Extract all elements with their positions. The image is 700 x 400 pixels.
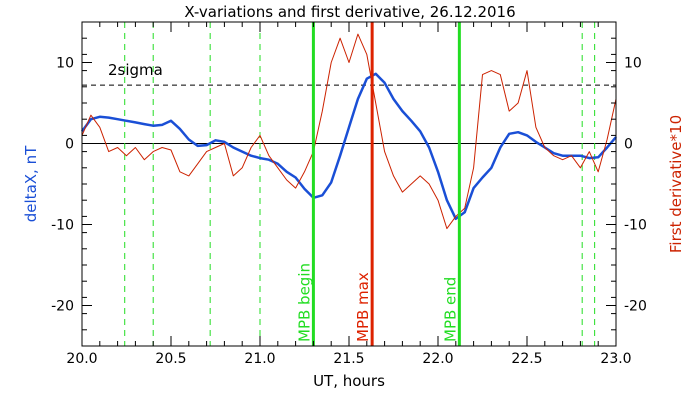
chart-title: X-variations and first derivative, 26.12… xyxy=(184,3,515,21)
x-tick-label: 21.0 xyxy=(244,351,275,367)
x-tick-label: 21.5 xyxy=(333,351,364,367)
marker-label: MPB begin xyxy=(295,263,313,342)
y-tick-label-right: -20 xyxy=(624,299,647,315)
series-line-deltax xyxy=(80,72,617,221)
marker-lines: MPB begin MPB max MPB end xyxy=(295,22,461,346)
y-tick-label-right: -10 xyxy=(624,218,647,234)
series-line-derivative xyxy=(81,33,617,230)
x-tick-label: 22.0 xyxy=(422,351,453,367)
marker-label: MPB max xyxy=(354,272,372,342)
x-tick-label: 23.0 xyxy=(600,351,631,367)
y-tick-label-left: -20 xyxy=(51,299,74,315)
y-tick-label-left: -10 xyxy=(51,218,74,234)
plot-background-lines: 2sigma xyxy=(82,22,616,346)
y-tick-label-left: 10 xyxy=(56,56,74,72)
y-tick-label-left: 0 xyxy=(65,137,74,153)
axis-ticks: 20.0 20.5 21.0 21.5 22.0 22.5 23.0 10 0 -10 -20 10 0… xyxy=(51,21,647,367)
y-tick-label-right: 0 xyxy=(624,137,633,153)
sigma-label: 2sigma xyxy=(108,61,163,79)
marker-label: MPB end xyxy=(441,277,459,342)
x-axis-label: UT, hours xyxy=(313,372,385,390)
x-tick-label: 20.5 xyxy=(155,351,186,367)
series-layer xyxy=(80,33,617,230)
x-tick-label: 22.5 xyxy=(511,351,542,367)
y-axis-label-right: First derivative*10 xyxy=(667,115,685,253)
x-tick-label: 20.0 xyxy=(66,351,97,367)
y-axis-label-left: deltaX, nT xyxy=(22,145,40,222)
y-tick-label-right: 10 xyxy=(624,56,642,72)
